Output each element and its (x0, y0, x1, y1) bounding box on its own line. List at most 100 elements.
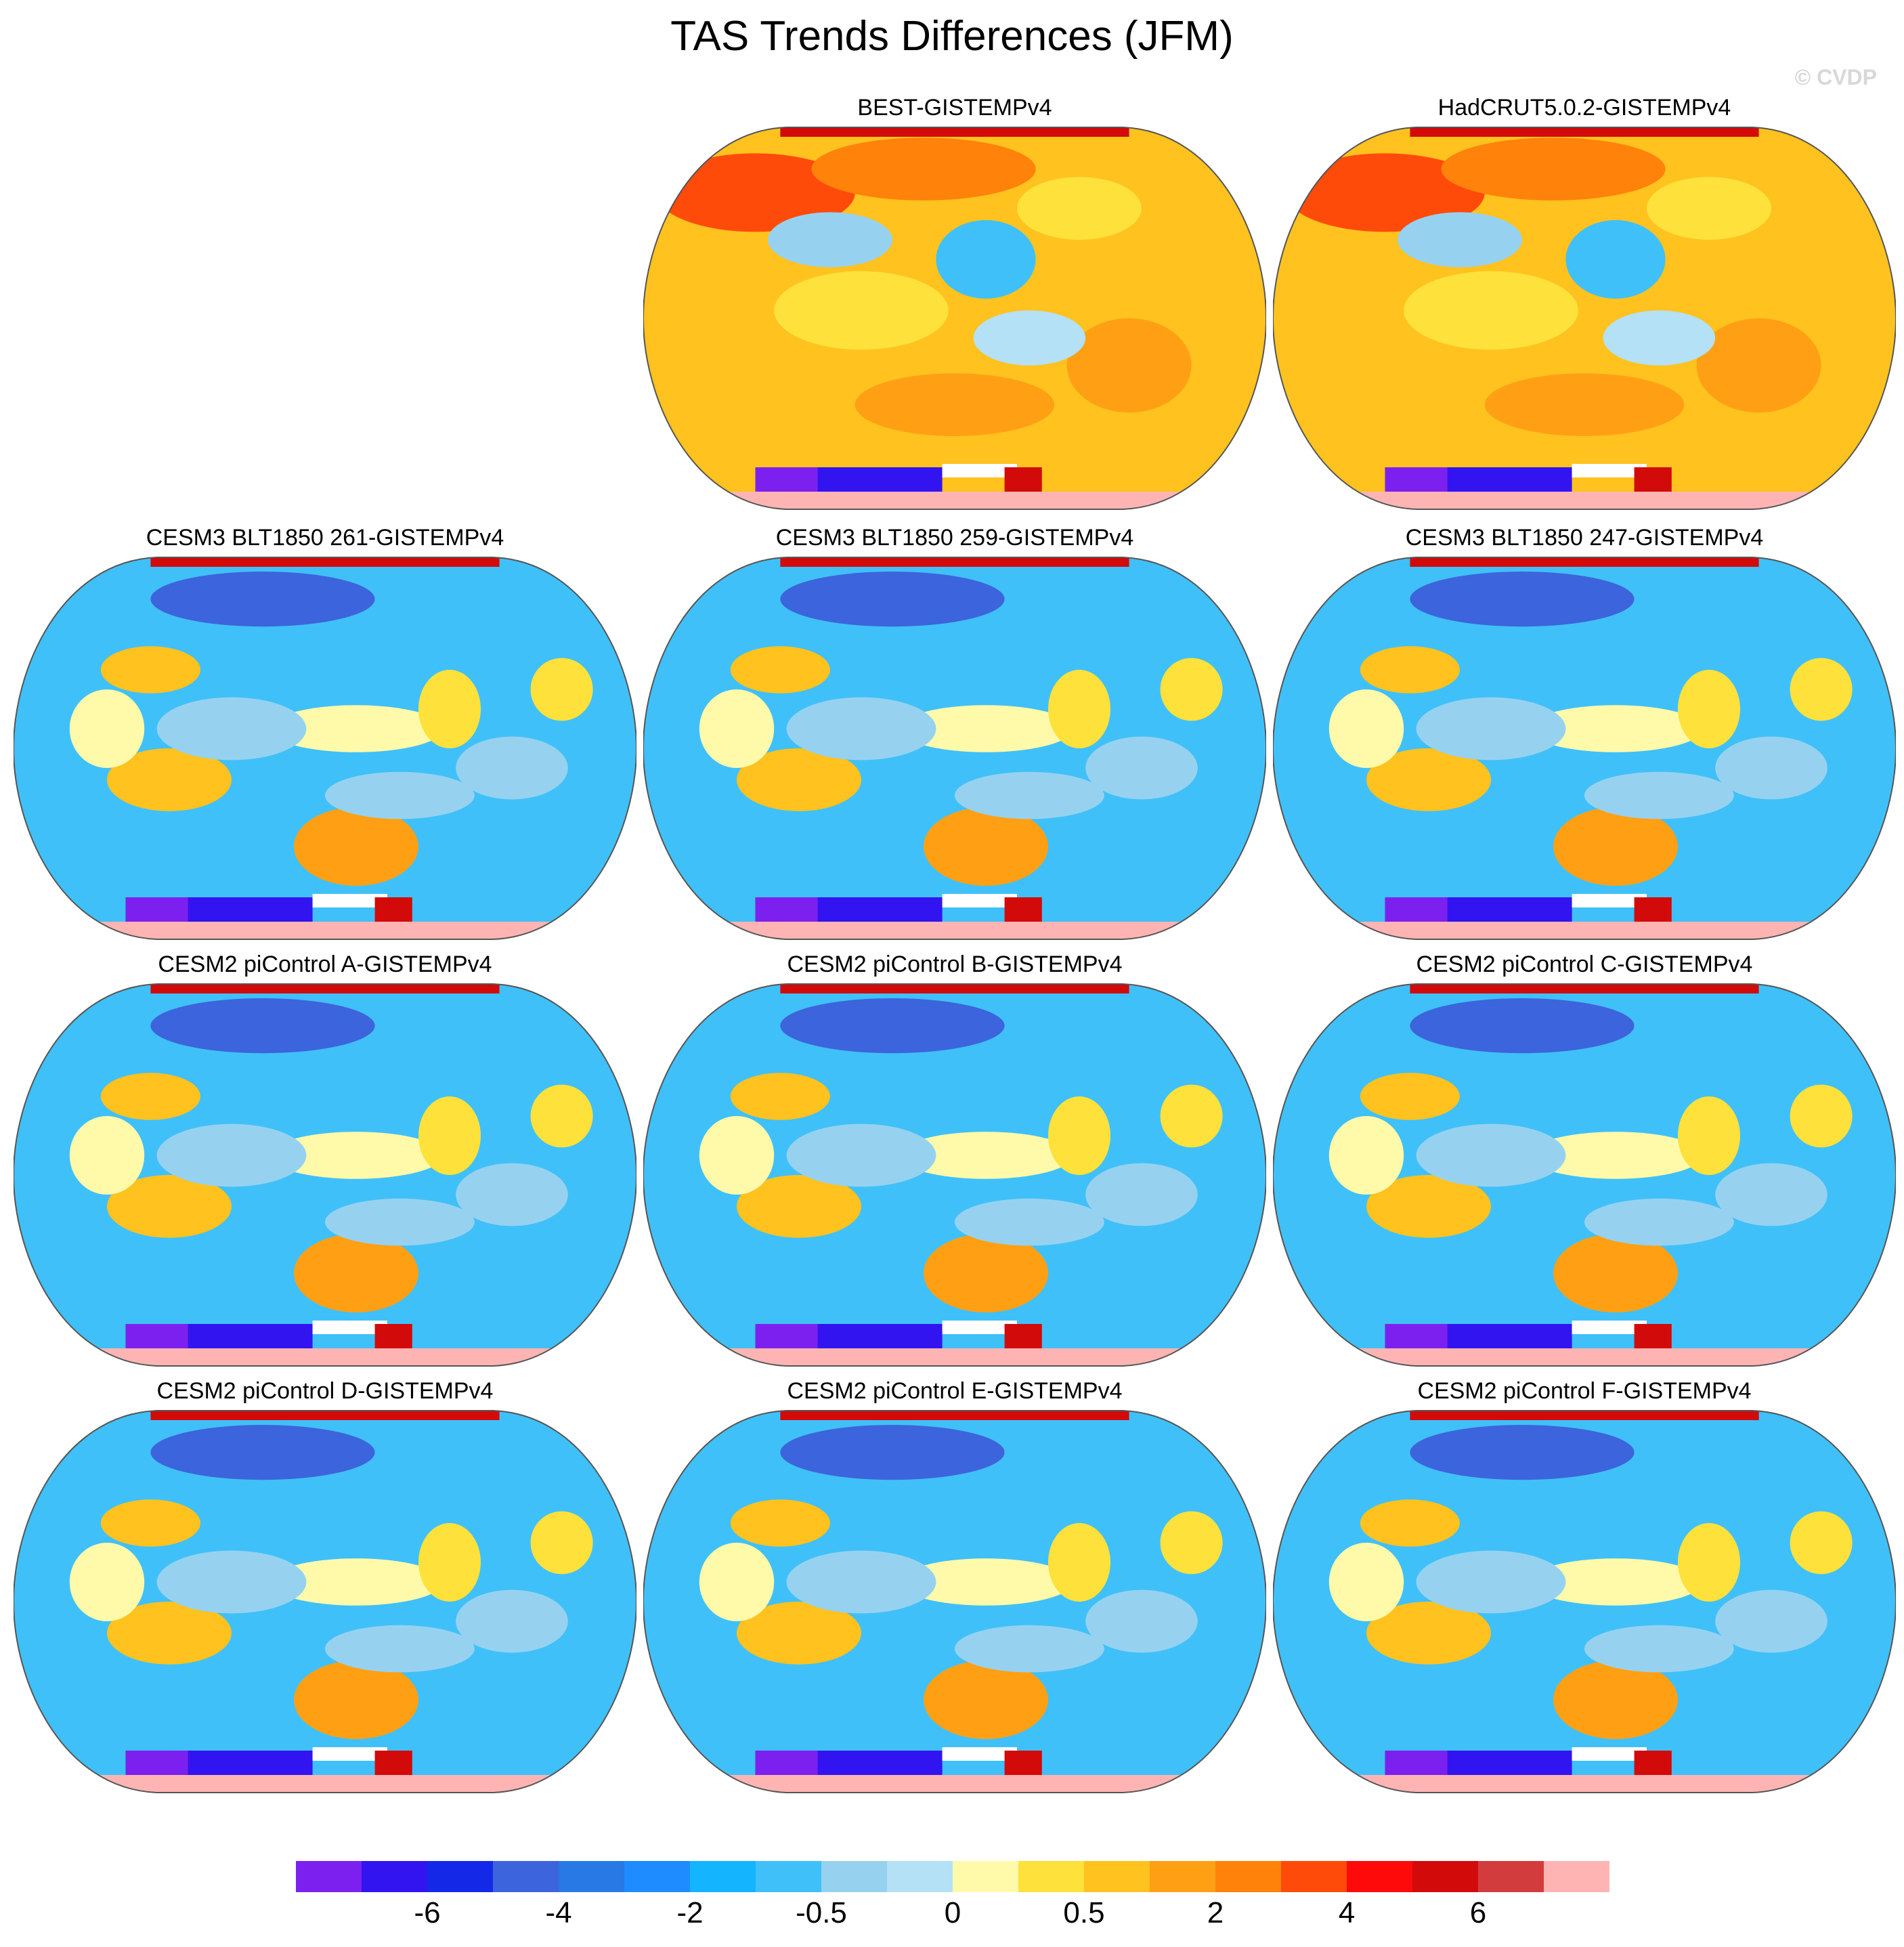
anomaly-region (156, 697, 307, 761)
anomaly-region (1416, 697, 1566, 761)
antarctic-region (1572, 1747, 1647, 1761)
panel-title: CESM2 piControl A-GISTEMPv4 (158, 951, 492, 977)
antarctic-region (1634, 897, 1672, 924)
anomaly-region (69, 689, 145, 768)
map-panel: CESM2 piControl F-GISTEMPv4 (1273, 1378, 1896, 1798)
antarctic-region (1335, 492, 1834, 509)
antarctic-region (706, 1348, 1204, 1366)
antarctic-region (1335, 1775, 1834, 1793)
map-panel: CESM2 piControl D-GISTEMPv4 (14, 1378, 636, 1798)
anomaly-region (1017, 177, 1142, 240)
antarctic-region (76, 1348, 574, 1366)
anomaly-region (899, 1132, 1073, 1179)
antarctic-region (1004, 897, 1042, 924)
antarctic-region (1004, 467, 1042, 494)
colorbar-swatch (1215, 1861, 1282, 1892)
anomaly-region (1410, 998, 1635, 1054)
anomaly-region (1696, 318, 1821, 413)
map-plot (1273, 127, 1896, 510)
antarctic-region (942, 1747, 1017, 1761)
anomaly-region (899, 705, 1073, 752)
map-plot (643, 1410, 1266, 1793)
map-panel: BEST-GISTEMPv4 (643, 95, 1266, 515)
anomaly-region (1647, 177, 1771, 240)
colorbar-tick-label: 4 (1338, 1896, 1356, 1929)
colorbar-tick-label: 6 (1469, 1896, 1487, 1929)
antarctic-region (374, 897, 412, 924)
map-plot (643, 557, 1266, 940)
antarctic-region (312, 1321, 387, 1334)
arctic-band (150, 1411, 500, 1420)
anomaly-region (1160, 1084, 1223, 1148)
colorbar-swatch (1018, 1861, 1085, 1892)
panel-title: CESM2 piControl D-GISTEMPv4 (156, 1378, 494, 1404)
antarctic-region (1634, 1324, 1672, 1351)
anomaly-region (973, 310, 1086, 366)
anomaly-region (1528, 1132, 1703, 1179)
colorbar-tick-label: -6 (414, 1896, 441, 1929)
anomaly-region (530, 1084, 593, 1148)
anomaly-region (936, 220, 1036, 299)
anomaly-region (1715, 1163, 1827, 1226)
arctic-band (780, 127, 1129, 137)
map-outline (643, 127, 1266, 510)
colorbar-swatch (1478, 1861, 1544, 1892)
anomaly-region (456, 1589, 568, 1653)
anomaly-region (1048, 1096, 1110, 1175)
anomaly-region (1715, 736, 1827, 800)
anomaly-region (924, 1661, 1048, 1739)
anomaly-region (456, 736, 568, 800)
anomaly-region (418, 670, 481, 748)
antarctic-region (706, 922, 1204, 939)
anomaly-region (1404, 271, 1578, 350)
anomaly-region (1328, 1116, 1404, 1195)
arctic-band (1410, 557, 1759, 567)
anomaly-region (418, 1523, 481, 1602)
anomaly-region (150, 998, 375, 1054)
antarctic-region (942, 464, 1017, 477)
anomaly-region (1528, 1558, 1703, 1606)
antarctic-region (125, 897, 188, 924)
anomaly-region (294, 1661, 418, 1739)
anomaly-region (1360, 1073, 1460, 1120)
anomaly-region (100, 646, 200, 693)
colorbar-tick-label: -2 (676, 1896, 704, 1929)
panel-title: CESM3 BLT1850 247-GISTEMPv4 (1405, 525, 1764, 551)
anomaly-region (786, 1550, 936, 1614)
anomaly-region (730, 1073, 830, 1120)
colorbar-tick-label: 2 (1207, 1896, 1224, 1929)
antarctic-region (374, 1751, 412, 1778)
anomaly-region (1553, 807, 1678, 886)
antarctic-region (706, 492, 1204, 509)
map-panel: HadCRUT5.0.2-GISTEMPv4 (1273, 95, 1896, 515)
anomaly-region (1410, 1425, 1635, 1480)
anomaly-region (69, 1543, 145, 1621)
antarctic-region (1572, 464, 1647, 477)
anomaly-region (269, 1558, 443, 1606)
anomaly-region (269, 705, 443, 752)
anomaly-region (150, 1425, 375, 1480)
map-panel: CESM3 BLT1850 259-GISTEMPv4 (643, 525, 1266, 945)
anomaly-region (768, 212, 892, 268)
anomaly-region (1085, 1589, 1198, 1653)
antarctic-region (1572, 1321, 1647, 1334)
anomaly-region (1678, 670, 1740, 748)
anomaly-region (1160, 658, 1223, 721)
colorbar-tick-label: 0 (944, 1896, 961, 1929)
map-outline (1273, 557, 1896, 940)
arctic-band (780, 1411, 1129, 1420)
anomaly-region (325, 1625, 475, 1673)
map-outline (14, 557, 636, 940)
antarctic-region (706, 1775, 1204, 1793)
anomaly-region (530, 658, 593, 721)
anomaly-region (1085, 1163, 1198, 1226)
colorbar-swatch (1084, 1861, 1150, 1892)
colorbar-swatch (821, 1861, 888, 1892)
anomaly-region (924, 807, 1048, 886)
anomaly-region (699, 1543, 775, 1621)
anomaly-region (1790, 1511, 1853, 1575)
antarctic-region (1385, 1324, 1448, 1351)
map-plot (14, 983, 636, 1367)
anomaly-region (786, 1124, 936, 1187)
anomaly-region (156, 1124, 307, 1187)
